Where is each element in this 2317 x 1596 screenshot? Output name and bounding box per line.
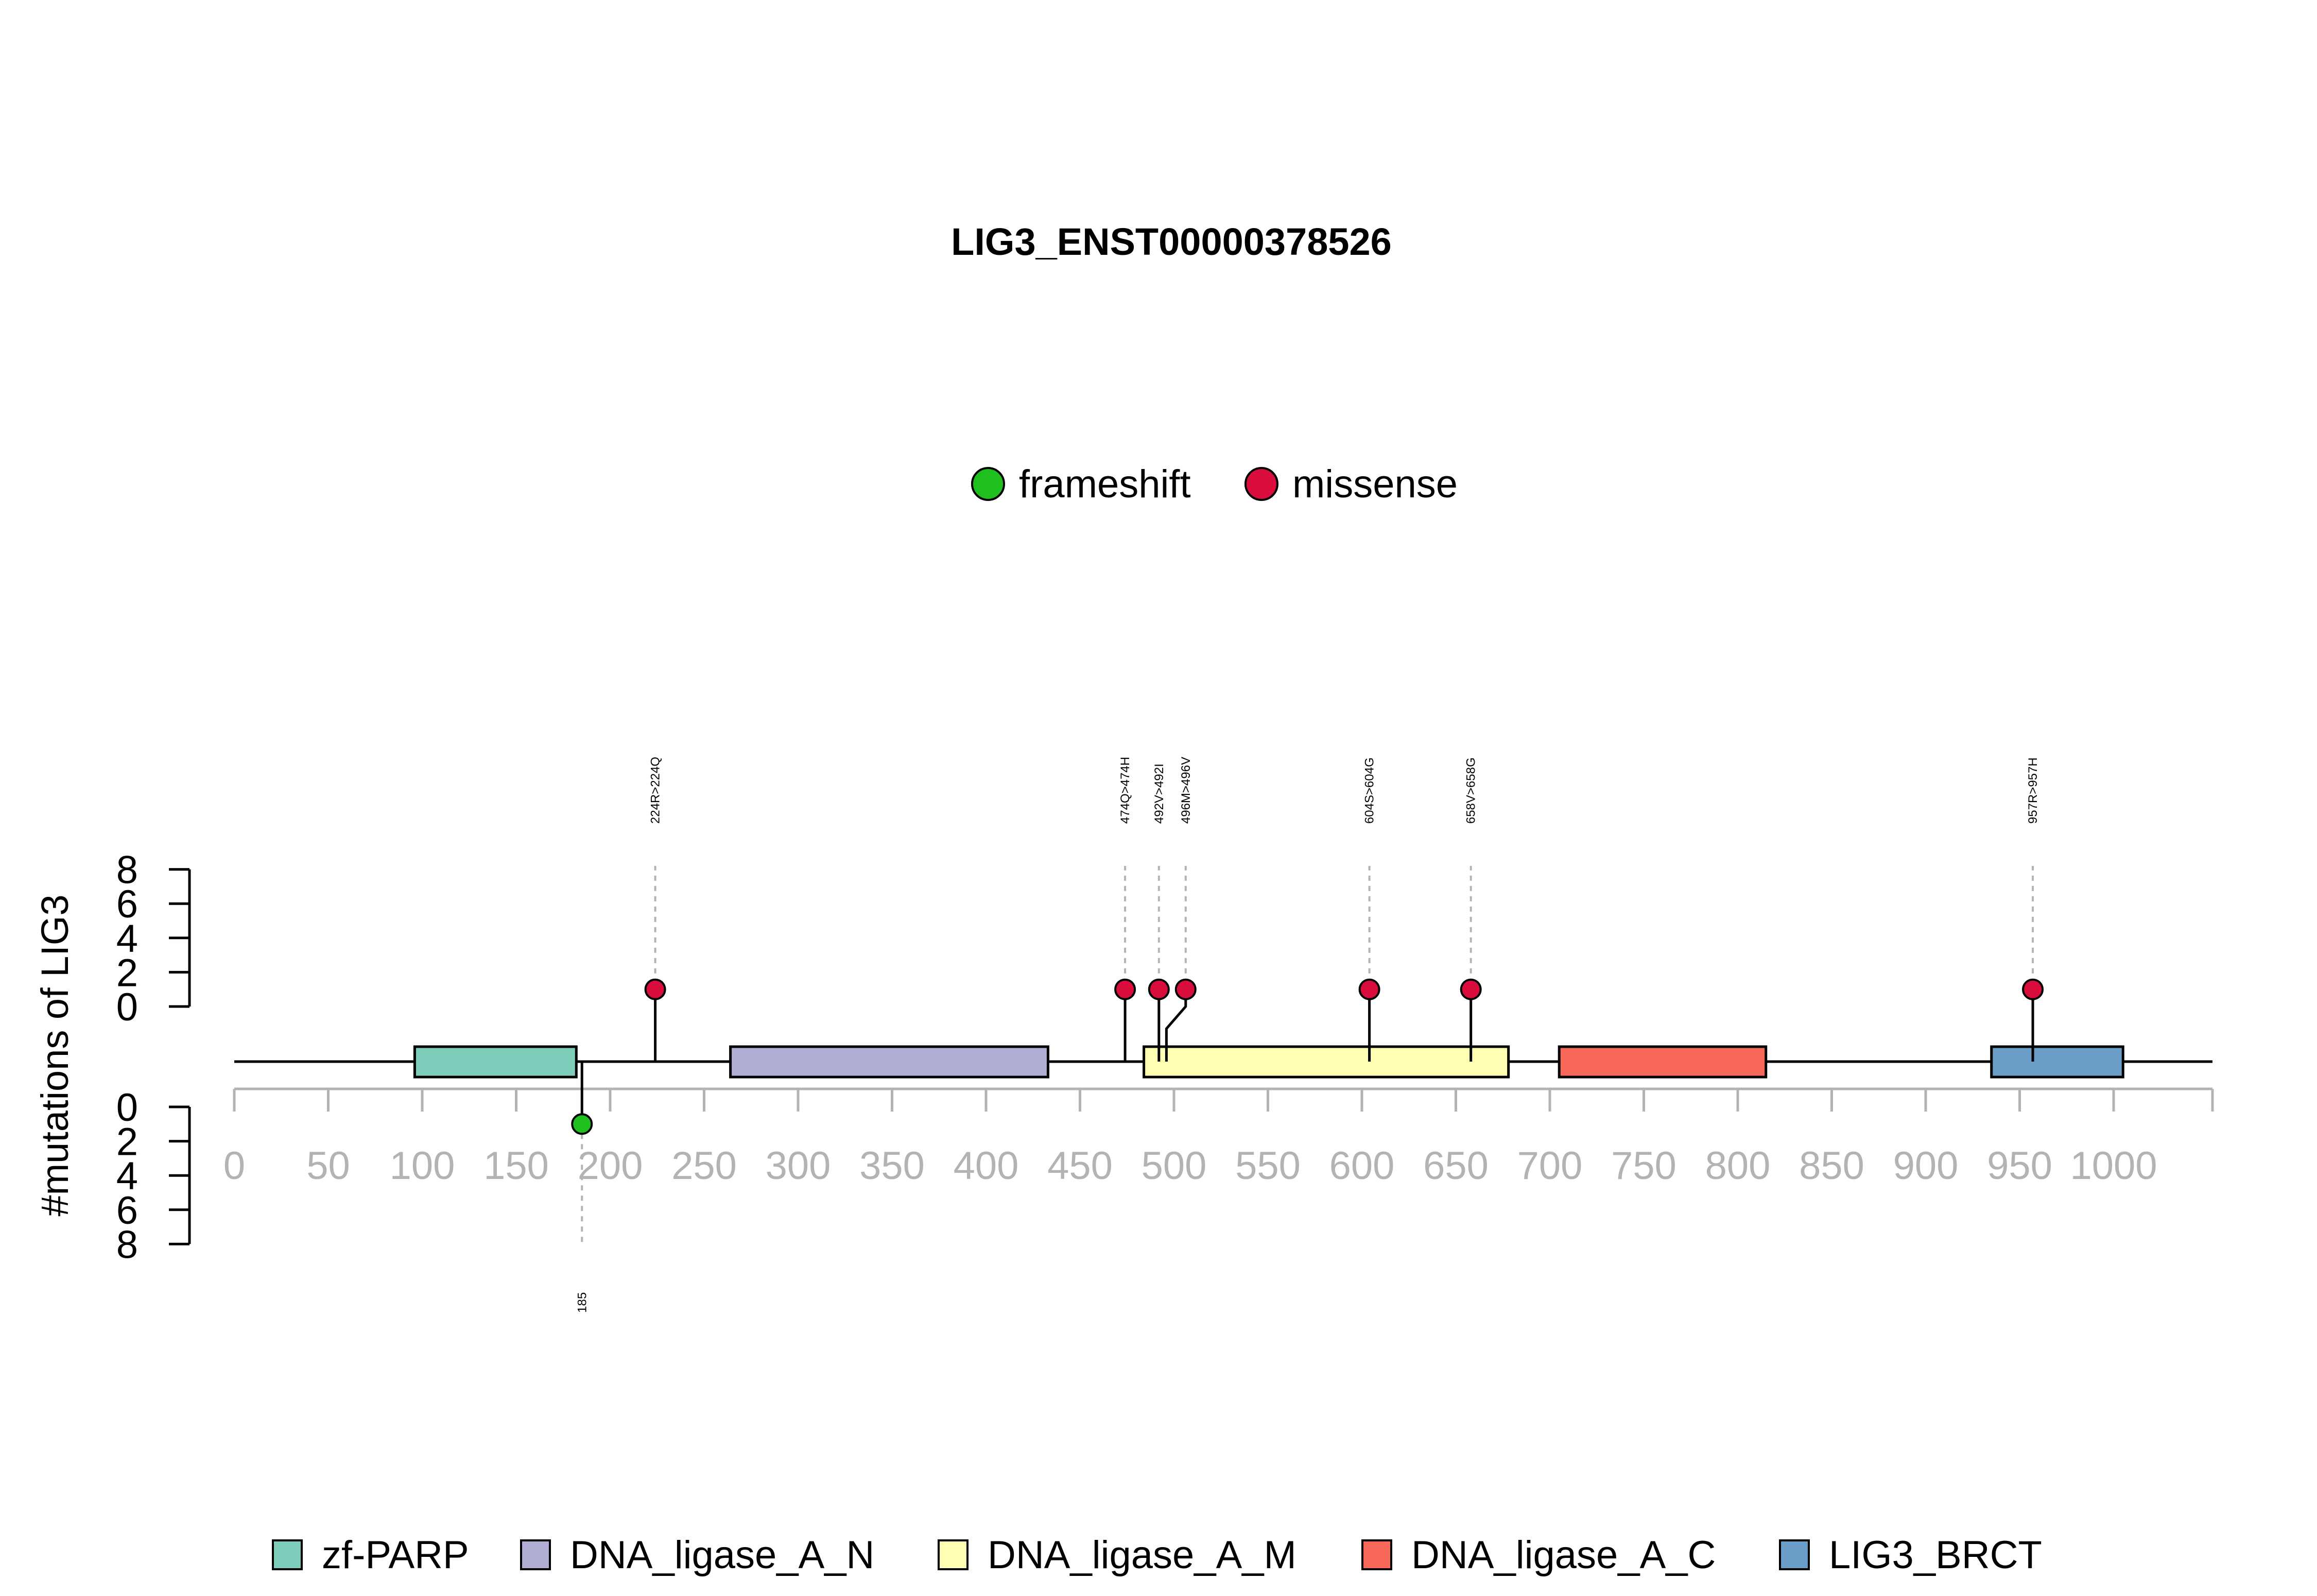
mutation-type-legend: frameshift missense	[971, 462, 1458, 506]
y-tick-label-bottom: 4	[116, 1154, 138, 1198]
x-axis: 0 50 100 150 200 250 300 350 400 450 500 550 600 650 7…	[223, 1087, 2214, 1188]
y-tick-label-bottom: 2	[116, 1120, 138, 1164]
x-tick-label: 950	[1987, 1144, 2052, 1188]
mutation-label-496M>496V: 496M>496V	[1179, 757, 1193, 824]
legend-label-LIG3_BRCT: LIG3_BRCT	[1829, 1533, 2042, 1577]
marker-474Q>474H	[1114, 978, 1136, 1000]
legend-label-DNA_ligase_A_M: DNA_ligase_A_M	[988, 1533, 1296, 1577]
marker-bottom-185	[571, 1113, 593, 1135]
mutation-label-492V>492I: 492V>492I	[1152, 764, 1166, 824]
domain-zf-PARP	[413, 1045, 578, 1079]
mutation-label-474Q>474H: 474Q>474H	[1118, 757, 1132, 824]
chart-title: LIG3_ENST00000378526	[951, 220, 1392, 263]
mutation-label-bottom-185: 185	[575, 1292, 589, 1313]
marker-224R>224Q	[644, 978, 666, 1000]
x-tick-label: 900	[1893, 1144, 1959, 1188]
x-tick-label: 400	[954, 1144, 1019, 1188]
y-tick-label-top: 6	[116, 882, 138, 926]
x-tick-label: 250	[671, 1144, 737, 1188]
legend-swatch-DNA_ligase_A_N	[520, 1539, 551, 1570]
y-tick-label-top: 2	[116, 951, 138, 995]
x-tick-label: 450	[1047, 1144, 1113, 1188]
marker-492V>492I	[1148, 978, 1170, 1000]
mutation-label-658V>658G: 658V>658G	[1464, 757, 1478, 824]
mutation-label-224R>224Q: 224R>224Q	[649, 757, 663, 824]
mutations-bottom: 185	[571, 1062, 593, 1313]
legend-label-missense: missense	[1292, 462, 1458, 506]
x-tick-label: 1000	[2070, 1144, 2157, 1188]
y-tick-label-bottom: 8	[116, 1223, 138, 1267]
legend-label-frameshift: frameshift	[1019, 462, 1191, 506]
x-tick-label: 300	[766, 1144, 831, 1188]
legend-swatch-DNA_ligase_A_C	[1361, 1539, 1392, 1570]
mutations-top: 224R>224Q 474Q>474H 492V>492I 496M>496V 604S…	[644, 757, 2044, 1062]
marker-496M>496V	[1174, 978, 1197, 1000]
x-tick-label: 0	[223, 1144, 245, 1188]
x-tick-label: 700	[1517, 1144, 1583, 1188]
marker-658V>658G	[1460, 978, 1482, 1000]
y-axis-label: #mutations of LIG3	[33, 894, 76, 1216]
domain-DNA_ligase_A_M	[1143, 1045, 1510, 1079]
domain-LIG3_BRCT	[1990, 1045, 2124, 1079]
domain-legend: zf-PARP DNA_ligase_A_N DNA_ligase_A_M DNA_l…	[272, 1533, 2042, 1577]
legend-label-DNA_ligase_A_N: DNA_ligase_A_N	[570, 1533, 874, 1577]
x-tick-label: 350	[859, 1144, 925, 1188]
x-tick-label: 600	[1329, 1144, 1395, 1188]
legend-marker-frameshift	[971, 467, 1005, 501]
mutation-label-957R>957H: 957R>957H	[2026, 757, 2040, 824]
marker-957R>957H	[2022, 978, 2044, 1000]
legend-swatch-LIG3_BRCT	[1779, 1539, 1810, 1570]
x-tick-label: 750	[1611, 1144, 1676, 1188]
x-tick-label: 800	[1705, 1144, 1771, 1188]
y-tick-label-top: 0	[116, 985, 138, 1029]
protein-domains	[413, 1045, 2124, 1079]
legend-swatch-zf-PARP	[272, 1539, 303, 1570]
marker-604S>604G	[1358, 978, 1380, 1000]
x-tick-label: 550	[1235, 1144, 1301, 1188]
legend-label-zf-PARP: zf-PARP	[322, 1533, 469, 1577]
x-tick-label: 100	[390, 1144, 455, 1188]
y-tick-label-top: 8	[116, 848, 138, 892]
y-tick-label-top: 4	[116, 917, 138, 961]
legend-label-DNA_ligase_A_C: DNA_ligase_A_C	[1411, 1533, 1716, 1577]
x-tick-label: 850	[1799, 1144, 1864, 1188]
y-tick-label-bottom: 6	[116, 1189, 138, 1233]
domain-DNA_ligase_A_C	[1558, 1045, 1768, 1079]
mutation-label-604S>604G: 604S>604G	[1363, 757, 1377, 824]
x-tick-label: 500	[1142, 1144, 1207, 1188]
x-tick-label: 50	[306, 1144, 350, 1188]
y-tick-label-bottom: 0	[116, 1086, 138, 1130]
x-tick-label: 200	[578, 1144, 643, 1188]
legend-marker-missense	[1244, 467, 1278, 501]
legend-swatch-DNA_ligase_A_M	[938, 1539, 969, 1570]
x-tick-label: 150	[483, 1144, 549, 1188]
domain-DNA_ligase_A_N	[729, 1045, 1049, 1079]
x-tick-label: 650	[1423, 1144, 1489, 1188]
